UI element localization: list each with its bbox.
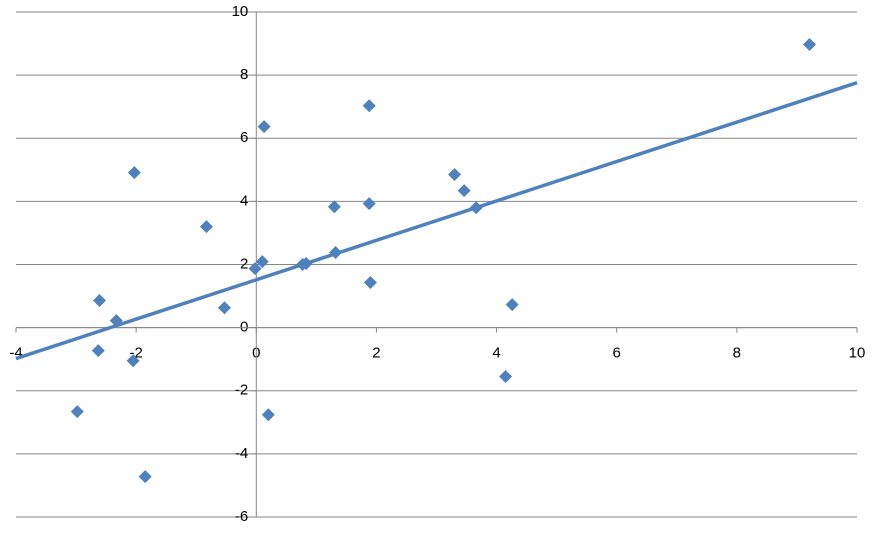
y-tick-label: 2 [240,255,248,272]
point [362,99,376,113]
x-tick-label: 4 [492,345,500,362]
point [126,354,140,368]
point [138,470,152,484]
point [362,197,376,211]
point [257,120,271,134]
x-tick-label: 2 [372,345,380,362]
x-tick-label: -4 [9,345,22,362]
point [327,200,341,214]
x-tick-label: 10 [849,345,866,362]
y-tick-label: 6 [240,129,248,146]
point [499,370,513,384]
y-tick-label: 8 [240,66,248,83]
point [70,405,84,419]
y-tick-label: 0 [240,319,248,336]
y-tick-label: -6 [235,508,248,525]
point [505,298,519,312]
point [261,408,275,422]
point [803,38,817,52]
point [199,220,213,234]
point [448,168,462,182]
y-tick-label: 4 [240,192,248,209]
point [248,262,262,276]
point [255,255,269,269]
y-tick-label: -4 [235,445,248,462]
point [457,184,471,198]
point [217,301,231,315]
y-tick-label: -2 [235,382,248,399]
point [92,293,106,307]
trendline [15,81,858,361]
point [127,166,141,180]
y-tick-label: 10 [232,3,249,20]
x-tick-label: 6 [613,345,621,362]
point [363,275,377,289]
point [91,344,105,358]
x-tick-label: 8 [733,345,741,362]
